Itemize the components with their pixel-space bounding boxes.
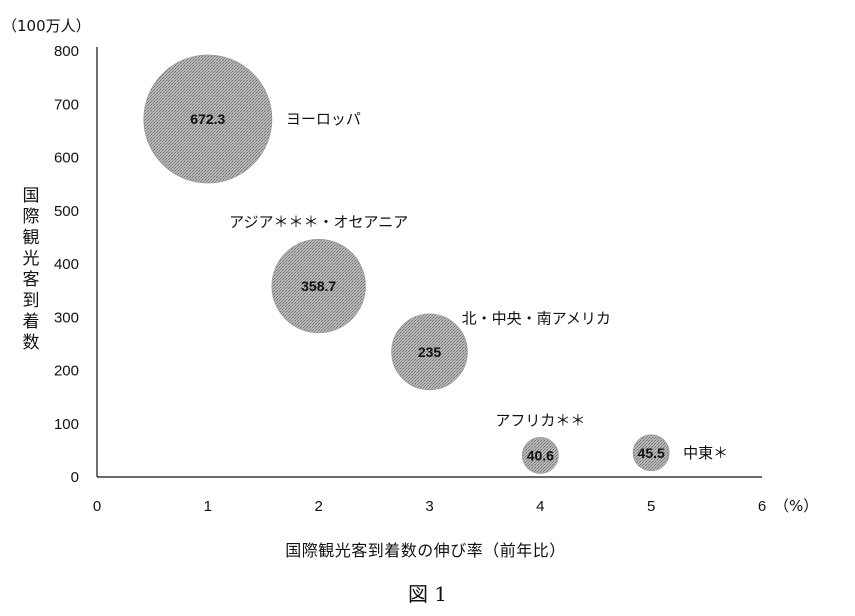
y-axis-title-char: 観 [22, 228, 40, 248]
x-axis-title-text: 国際観光客到着数の伸び率（前年比） [285, 541, 566, 560]
x-tick-label: 6 [758, 498, 766, 515]
y-axis-title-char: 光 [22, 249, 40, 269]
y-tick-label: 700 [54, 96, 79, 113]
x-axis-title: 国際観光客到着数の伸び率（前年比） [0, 537, 855, 561]
y-axis-title-char: 着 [22, 312, 40, 332]
figure-caption: 図 1 [407, 582, 448, 606]
x-tick-label: 4 [536, 498, 544, 515]
bubble [632, 434, 670, 472]
y-tick-label: 800 [54, 43, 79, 60]
y-axis-title-char: 数 [22, 333, 40, 353]
x-unit-label: （%） [774, 497, 818, 515]
bubble-value-label: 40.6 [527, 447, 554, 463]
x-tick-label: 5 [647, 498, 655, 515]
y-unit-label: （100万人） [2, 17, 91, 35]
y-tick-label: 200 [54, 363, 79, 380]
bubble [521, 436, 559, 474]
y-tick-label: 300 [54, 309, 79, 326]
bubble-category-label: 中東＊ [683, 444, 728, 462]
x-tick-label: 1 [204, 498, 212, 515]
bubble-value-label: 235 [418, 344, 442, 360]
x-tick-label: 2 [314, 498, 322, 515]
bubble-value-label: 45.5 [638, 445, 665, 461]
x-tick-label: 3 [425, 498, 433, 515]
y-axis-title-char: 到 [22, 291, 40, 311]
x-tick-label: 0 [93, 498, 101, 515]
bubble [271, 238, 366, 334]
y-tick-label: 600 [54, 150, 79, 167]
y-axis-title: 国際観光客到着数 [19, 186, 43, 354]
y-axis-title-char: 際 [22, 207, 40, 227]
bubble-category-label: 北・中央・南アメリカ [462, 309, 611, 327]
bubble-category-label: アフリカ＊＊ [495, 411, 585, 429]
y-axis-title-char: 国 [22, 186, 40, 206]
y-tick-label: 100 [54, 416, 79, 433]
bubble [391, 313, 468, 391]
y-axis-title-char: 客 [22, 270, 40, 290]
bubble-category-label: アジア＊＊＊・オセアニア [229, 213, 408, 231]
bubble [143, 54, 273, 184]
y-tick-label: 400 [54, 256, 79, 273]
y-tick-label: 0 [71, 469, 79, 486]
bubble-value-label: 358.7 [301, 278, 336, 294]
y-tick-label: 500 [54, 203, 79, 220]
bubble-value-label: 672.3 [190, 111, 225, 127]
bubble-category-label: ヨーロッパ [286, 110, 361, 128]
